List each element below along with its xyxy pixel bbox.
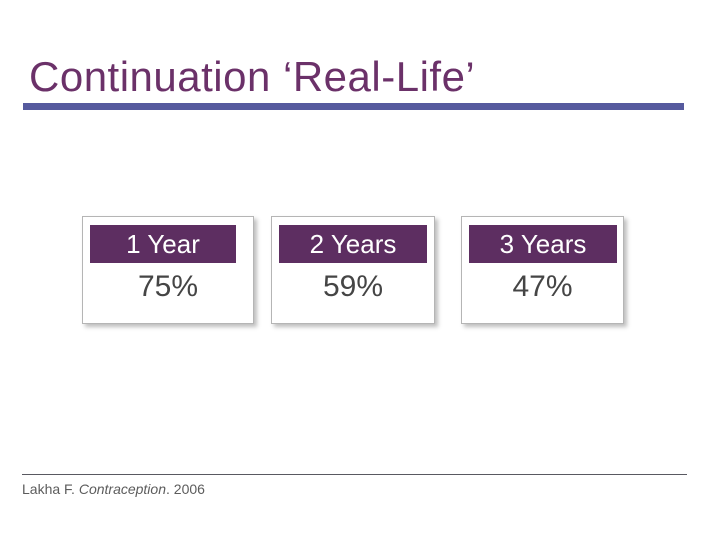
- stat-box-value: 59%: [322, 270, 384, 303]
- citation-journal: Contraception: [78, 481, 166, 497]
- stat-box-value: 47%: [512, 270, 573, 303]
- citation-author: Lakha F.: [22, 481, 79, 497]
- footer-divider-rule: [22, 474, 687, 475]
- stat-box-header: 2 Years: [279, 225, 427, 263]
- stat-box-header: 1 Year: [90, 225, 236, 263]
- stat-box-2-years: 2 Years 59%: [271, 216, 435, 324]
- title-underline-rule: [23, 103, 684, 110]
- footer-citation: Lakha F. Contraception. 2006: [22, 480, 205, 498]
- stat-box-3-years: 3 Years 47%: [461, 216, 624, 324]
- stat-box-value: 75%: [137, 270, 199, 303]
- page-title: Continuation ‘Real-Life’: [29, 53, 476, 100]
- stat-box-1-year: 1 Year 75%: [82, 216, 254, 324]
- stat-box-header: 3 Years: [469, 225, 617, 263]
- citation-year: . 2006: [166, 481, 205, 497]
